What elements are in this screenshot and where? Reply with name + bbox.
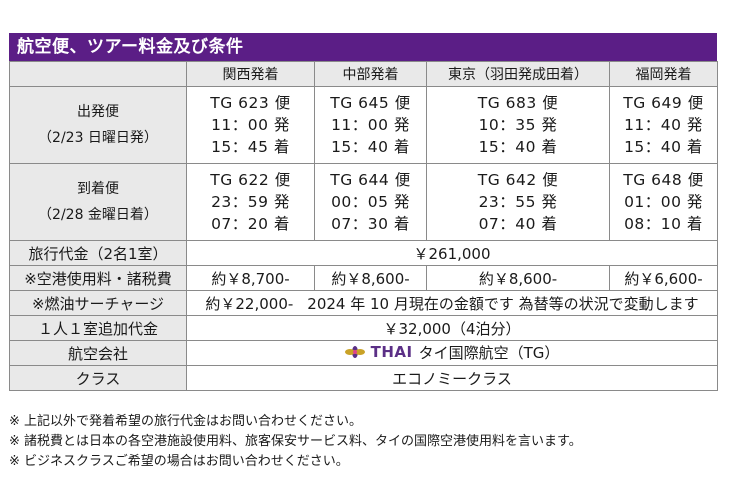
flight-number: TG 622 便 [210, 171, 291, 189]
column-header-kansai: 関西発着 [186, 61, 315, 87]
departure-time: 01：00 発 [624, 193, 703, 211]
flight-number: TG 644 便 [330, 171, 411, 189]
inbound-label-cell: 到着便 （2/28 金曜日着） [9, 163, 187, 241]
fuel-surcharge-value-cell: 約￥22,000- 2024 年 10 月現在の金額です 為替等の状況で変動します [186, 290, 718, 316]
departure-time: 11：00 発 [211, 116, 290, 134]
cabin-class-value: エコノミークラス [186, 365, 718, 391]
departure-time: 10：35 発 [478, 116, 558, 134]
inbound-label: 到着便 [77, 181, 119, 197]
airline-info: THAI タイ国際航空（TG） [344, 342, 560, 363]
single-supplement-row: １人１室追加代金 ￥32,000（4泊分） [9, 315, 718, 341]
footnote: ※ 諸税費とは日本の各空港施設使用料、旅客保安サービス料、タイの国際空港使用料を… [9, 434, 582, 449]
airline-value-cell: THAI タイ国際航空（TG） [186, 340, 718, 366]
arrival-time: 07：40 着 [478, 215, 558, 233]
airline-row: 航空会社 THAI タイ国際航空（TG） [9, 340, 718, 366]
airport-fee-kansai: 約￥8,700- [186, 265, 315, 291]
header-empty-cell [9, 61, 187, 87]
outbound-flight-kansai: TG 623 便 11：00 発 15：45 着 [186, 86, 315, 164]
fuel-surcharge-label: ※燃油サーチャージ [9, 290, 187, 316]
arrival-time: 07：30 着 [331, 215, 410, 233]
column-header-chubu: 中部発着 [314, 61, 427, 87]
flight-number: TG 642 便 [477, 171, 559, 189]
column-header-tokyo: 東京（羽田発成田着） [426, 61, 610, 87]
flight-number: TG 648 便 [623, 171, 704, 189]
outbound-flight-fukuoka: TG 649 便 11：40 発 15：40 着 [609, 86, 718, 164]
cabin-class-label: クラス [9, 365, 187, 391]
departure-time: 23：59 発 [211, 193, 290, 211]
flight-number: TG 683 便 [477, 94, 559, 112]
airport-fees-label: ※空港使用料・諸税費 [9, 265, 187, 291]
section-title: 航空便、ツアー料金及び条件 [9, 33, 717, 61]
airport-fees-row: ※空港使用料・諸税費 約￥8,700- 約￥8,600- 約￥8,600- 約￥… [9, 265, 718, 291]
airport-fee-tokyo: 約￥8,600- [426, 265, 610, 291]
inbound-flight-tokyo: TG 642 便 23：55 発 07：40 着 [426, 163, 610, 241]
footnote: ※ 上記以外で発着希望の旅行代金はお問い合わせください。 [9, 414, 363, 429]
outbound-flight-tokyo: TG 683 便 10：35 発 15：40 着 [426, 86, 610, 164]
single-supplement-value: ￥32,000（4泊分） [186, 315, 718, 341]
thai-airways-logo-icon [344, 346, 365, 359]
fuel-surcharge-amount: 約￥22,000- [205, 294, 294, 313]
departure-time: 23：55 発 [478, 193, 558, 211]
fare-table-section: 航空便、ツアー料金及び条件 関西発着 中部発着 東京（羽田発成田着） 福岡発着 … [9, 33, 718, 391]
arrival-time: 15：40 着 [331, 138, 410, 156]
airport-fee-fukuoka: 約￥6,600- [609, 265, 718, 291]
footnote: ※ ビジネスクラスご希望の場合はお問い合わせください。 [9, 454, 349, 469]
column-header-fukuoka: 福岡発着 [609, 61, 718, 87]
departure-time: 11：40 発 [624, 116, 703, 134]
arrival-time: 15：40 着 [478, 138, 558, 156]
table-header-row: 関西発着 中部発着 東京（羽田発成田着） 福岡発着 [9, 61, 718, 87]
airline-logo-text: THAI [370, 343, 413, 362]
outbound-row: 出発便 （2/23 日曜日発） TG 623 便 11：00 発 15：45 着… [9, 86, 718, 164]
flight-number: TG 645 便 [330, 94, 411, 112]
inbound-flight-fukuoka: TG 648 便 01：00 発 08：10 着 [609, 163, 718, 241]
outbound-flight-chubu: TG 645 便 11：00 発 15：40 着 [314, 86, 427, 164]
inbound-flight-chubu: TG 644 便 00：05 発 07：30 着 [314, 163, 427, 241]
outbound-date: （2/23 日曜日発） [38, 130, 158, 146]
fuel-surcharge-row: ※燃油サーチャージ 約￥22,000- 2024 年 10 月現在の金額です 為替… [9, 290, 718, 316]
airline-label: 航空会社 [9, 340, 187, 366]
cabin-class-row: クラス エコノミークラス [9, 365, 718, 391]
price-value: ￥261,000 [186, 240, 718, 266]
inbound-date: （2/28 金曜日着） [38, 207, 158, 223]
flight-number: TG 649 便 [623, 94, 704, 112]
outbound-label-cell: 出発便 （2/23 日曜日発） [9, 86, 187, 164]
departure-time: 11：00 発 [331, 116, 410, 134]
outbound-label: 出発便 [77, 104, 119, 120]
arrival-time: 07：20 着 [211, 215, 290, 233]
arrival-time: 08：10 着 [624, 215, 703, 233]
footnotes: ※ 上記以外で発着希望の旅行代金はお問い合わせください。 ※ 諸税費とは日本の各… [9, 412, 721, 472]
price-label: 旅行代金（2名1室） [9, 240, 187, 266]
fuel-surcharge-note: 2024 年 10 月現在の金額です 為替等の状況で変動します [307, 294, 699, 313]
airport-fee-chubu: 約￥8,600- [314, 265, 427, 291]
airline-name: タイ国際航空（TG） [418, 343, 560, 362]
fare-table: 関西発着 中部発着 東京（羽田発成田着） 福岡発着 出発便 （2/23 日曜日発… [9, 61, 718, 391]
flight-number: TG 623 便 [210, 94, 291, 112]
inbound-flight-kansai: TG 622 便 23：59 発 07：20 着 [186, 163, 315, 241]
departure-time: 00：05 発 [331, 193, 410, 211]
single-supplement-label: １人１室追加代金 [9, 315, 187, 341]
inbound-row: 到着便 （2/28 金曜日着） TG 622 便 23：59 発 07：20 着… [9, 163, 718, 241]
arrival-time: 15：40 着 [624, 138, 703, 156]
arrival-time: 15：45 着 [211, 138, 290, 156]
price-row: 旅行代金（2名1室） ￥261,000 [9, 240, 718, 266]
